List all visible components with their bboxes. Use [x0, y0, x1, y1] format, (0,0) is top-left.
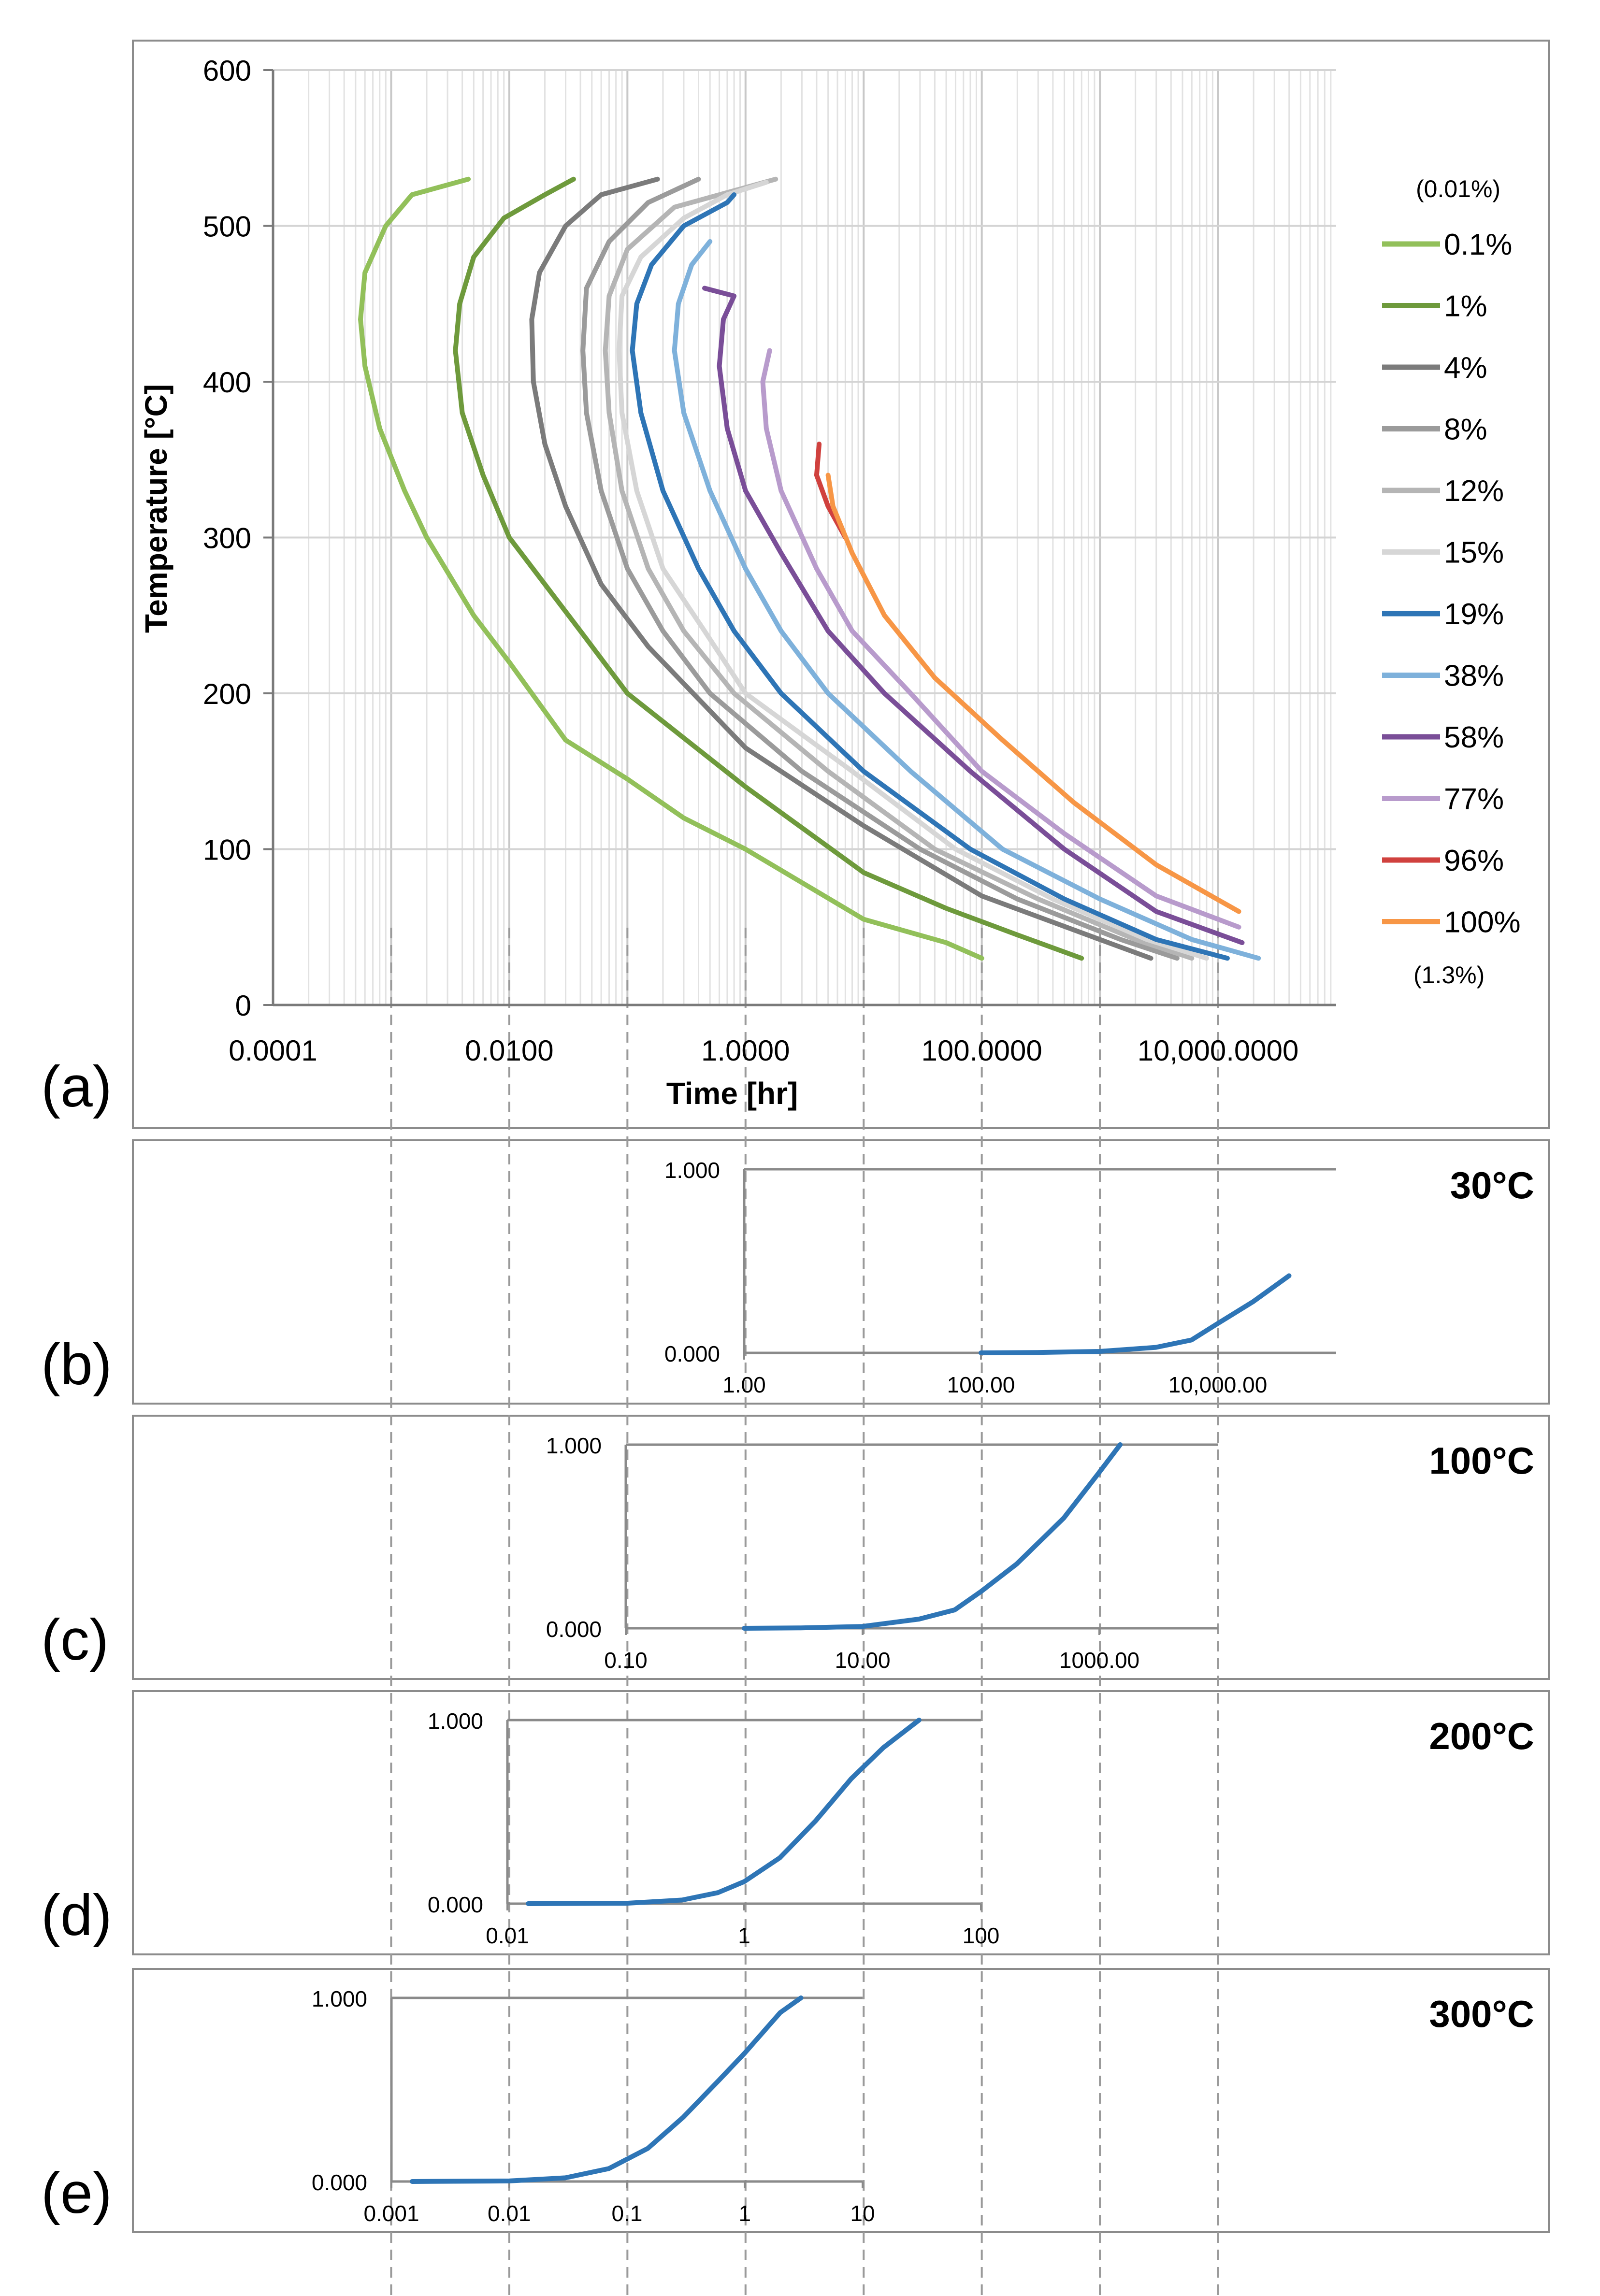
vertical-guides — [390, 928, 1219, 2296]
y-tick-label: 600 — [203, 55, 251, 87]
series-line-e — [409, 1995, 804, 2184]
series-line-8% — [580, 176, 1180, 961]
y-tick-label: 1.000 — [546, 1433, 602, 1458]
series-line-77% — [760, 348, 1241, 930]
y-tick-label: 0.000 — [312, 2170, 367, 2195]
series-lines — [358, 176, 1440, 2184]
y-tick-label: 500 — [203, 211, 251, 243]
temperature-label-d: 200°C — [1429, 1715, 1534, 1757]
legend-footer: (1.3%) — [1413, 961, 1485, 989]
series-line-15% — [617, 180, 1209, 961]
y-tick-label: 200 — [203, 678, 251, 710]
series-line-38% — [672, 239, 1261, 961]
series-line-0.1% — [358, 176, 984, 961]
panel-label-d: (d) — [41, 1883, 112, 1948]
y-tick-label: 0 — [235, 990, 251, 1022]
series-line-100% — [825, 473, 1241, 914]
temperature-label-e: 300°C — [1429, 1993, 1534, 2035]
x-tick-label: 1.0000 — [701, 1034, 790, 1067]
x-tick-label: 100 — [963, 1923, 1000, 1948]
series-line-12% — [603, 176, 1195, 961]
x-tick-label: 1.00 — [722, 1372, 766, 1397]
series-line-96% — [814, 442, 848, 540]
x-tick-label: 0.01 — [488, 2201, 531, 2226]
x-tick-label: 1000.00 — [1059, 1648, 1139, 1673]
y-tick-label: 400 — [203, 366, 251, 399]
x-tick-label: 10,000.0000 — [1138, 1034, 1299, 1067]
legend-label: 19% — [1444, 598, 1504, 631]
series-line-58% — [702, 286, 1245, 945]
x-tick-label: 10,000.00 — [1168, 1372, 1268, 1397]
x-tick-label: 100.00 — [947, 1372, 1015, 1397]
x-tick-label: 0.01 — [486, 1923, 529, 1948]
panel-label-c: (c) — [41, 1607, 109, 1672]
y-tick-label: 1.000 — [664, 1158, 720, 1183]
series-line-c — [742, 1442, 1123, 1631]
legend-header: (0.01%) — [1416, 175, 1500, 202]
panel-frame-d — [132, 1690, 1550, 1955]
x-tick-label: 10 — [850, 2201, 875, 2226]
series-line-4% — [529, 176, 1153, 961]
y-tick-label: 0.000 — [428, 1892, 483, 1917]
y-tick-label: 100 — [203, 834, 251, 866]
x-tick-label: 0.1 — [612, 2201, 643, 2226]
legend-label: 12% — [1444, 474, 1504, 508]
legend-label: 38% — [1444, 660, 1504, 693]
x-axis-title: Time [hr] — [666, 1076, 798, 1111]
panel-label-e: (e) — [41, 2161, 112, 2225]
panel-frame-b — [132, 1139, 1550, 1405]
y-tick-label: 1.000 — [428, 1708, 483, 1734]
x-tick-label: 10.00 — [835, 1648, 890, 1673]
x-tick-label: 0.10 — [604, 1648, 648, 1673]
series-line-d — [526, 1718, 922, 1906]
temperature-label-b: 30°C — [1450, 1164, 1534, 1206]
series-line-19% — [630, 192, 1230, 961]
x-tick-label: 0.001 — [363, 2201, 419, 2226]
axes — [263, 69, 1336, 2188]
y-tick-label: 0.000 — [664, 1341, 720, 1366]
legend-label: 0.1% — [1444, 228, 1512, 261]
legend-label: 15% — [1444, 536, 1504, 570]
panel-label-a: (a) — [41, 1054, 112, 1119]
x-tick-label: 1 — [738, 1923, 750, 1948]
series-line-b — [979, 1273, 1292, 1355]
y-tick-label: 300 — [203, 522, 251, 555]
panel-frames — [132, 40, 1550, 2233]
legend-label: 77% — [1444, 783, 1504, 816]
panel-frame-e — [132, 1968, 1550, 2233]
legend-label: 1% — [1444, 290, 1487, 323]
x-tick-label: 0.0100 — [465, 1034, 554, 1067]
x-tick-label: 0.0001 — [229, 1034, 317, 1067]
x-tick-label: 1 — [738, 2201, 751, 2226]
panel-label-b: (b) — [41, 1332, 112, 1397]
y-tick-label: 1.000 — [312, 1986, 367, 2011]
y-axis-title: Temperature [°C] — [139, 384, 173, 633]
series-line-1% — [453, 176, 1084, 961]
x-tick-label: 100.0000 — [922, 1034, 1042, 1067]
temperature-label-c: 100°C — [1429, 1439, 1534, 1482]
legend-label: 4% — [1444, 351, 1487, 385]
legend-label: 96% — [1444, 844, 1504, 877]
legend-label: 8% — [1444, 413, 1487, 446]
legend-label: 100% — [1444, 906, 1521, 939]
panel-frame-a — [132, 40, 1550, 1129]
legend-label: 58% — [1444, 721, 1504, 754]
y-tick-label: 0.000 — [546, 1617, 602, 1642]
panel-frame-c — [132, 1415, 1550, 1680]
